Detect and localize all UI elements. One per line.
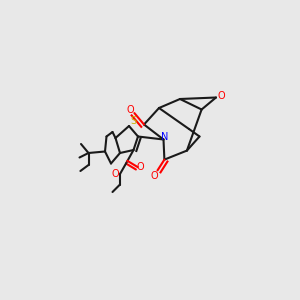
Text: S: S bbox=[130, 116, 136, 127]
Text: O: O bbox=[218, 91, 225, 101]
Text: O: O bbox=[112, 169, 119, 179]
Text: O: O bbox=[126, 105, 134, 115]
Text: N: N bbox=[161, 131, 169, 142]
Text: O: O bbox=[151, 171, 158, 182]
Text: O: O bbox=[136, 162, 144, 172]
